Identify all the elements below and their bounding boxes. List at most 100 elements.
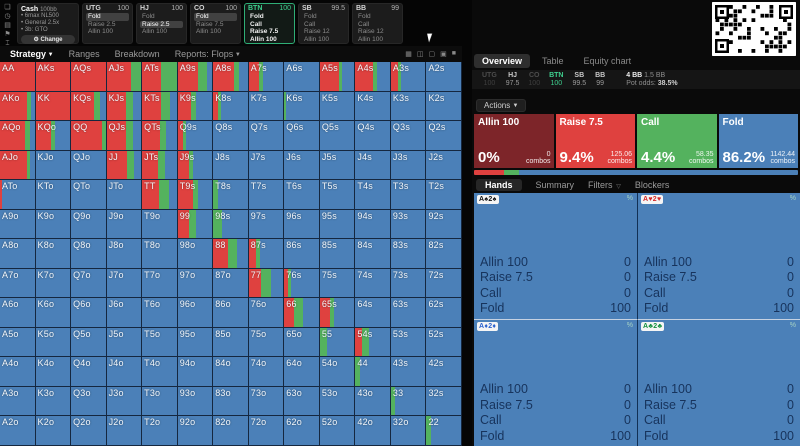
grid-cell-77[interactable]: 77 [248,268,285,299]
grid-cell-A2o[interactable]: A2o [0,416,36,446]
grid-cell-KK[interactable]: KK [35,91,72,122]
grid-cell-Q8s[interactable]: Q8s [213,121,249,151]
tab-summary[interactable]: Summary [535,180,575,190]
grid-cell-AA[interactable]: AA [0,62,36,92]
position-action-raise-2-5[interactable]: Raise 2.5 [88,20,116,28]
position-action-allin-100[interactable]: Allin 100 [196,28,221,35]
grid-cell-T2s[interactable]: T2s [426,180,462,210]
combo-tile-diamonds[interactable]: A♦2♦% Allin 100 0 Raise 7.5 0 Call 0 Fold 100 [474,319,637,446]
grid-cell-64s[interactable]: 64s [355,298,391,328]
grid-cell-A7o[interactable]: A7o [0,268,36,299]
grid-cell-K8s[interactable]: K8s [213,91,249,122]
grid-cell-74s[interactable]: 74s [355,268,391,299]
grid-cell-66[interactable]: 66 [284,298,320,328]
grid-cell-94o[interactable]: 94o [177,357,214,387]
grid-cell-T8o[interactable]: T8o [142,239,178,269]
tab-hands[interactable]: Hands [476,179,522,191]
grid-cell-T4o[interactable]: T4o [142,357,178,387]
position-panel-sb[interactable]: SB 99.5 Fold Call Raise 12 Allin 100 [298,3,349,44]
tab-blockers[interactable]: Blockers [634,180,670,190]
position-action-raise-7-5[interactable]: Raise 7.5 [196,20,224,28]
grid-cell-KTo[interactable]: KTo [35,180,72,210]
grid-cell-Q7s[interactable]: Q7s [248,121,285,151]
grid-cell-53o[interactable]: 53o [319,386,356,417]
grid-cell-73o[interactable]: 73o [248,386,285,417]
grid-cell-K6o[interactable]: K6o [35,298,72,328]
grid-cell-K8o[interactable]: K8o [35,239,72,269]
grid-cell-82s[interactable]: 82s [426,239,462,269]
toolbar-item-ranges[interactable]: Ranges [68,49,100,59]
grid-cell-55[interactable]: 55 [319,327,356,358]
grid-cell-72o[interactable]: 72o [248,416,285,446]
grid-cell-84o[interactable]: 84o [213,357,249,387]
grid-cell-K9s[interactable]: K9s [177,91,214,122]
toolbar-item-breakdown[interactable]: Breakdown [114,49,160,59]
grid-cell-T5s[interactable]: T5s [319,180,356,210]
grid-cell-83s[interactable]: 83s [390,239,427,269]
grid-cell-Q5o[interactable]: Q5o [71,327,107,358]
grid-cell-54s[interactable]: 54s [355,327,391,358]
grid-cell-74o[interactable]: 74o [248,357,285,387]
grid-cell-85s[interactable]: 85s [319,239,356,269]
grid-cell-K3s[interactable]: K3s [390,91,427,122]
position-action-fold[interactable]: Fold [250,13,264,20]
grid-cell-95s[interactable]: 95s [319,209,356,240]
grid-cell-88[interactable]: 88 [213,239,249,269]
grid-cell-TT[interactable]: TT [142,180,178,210]
grid-cell-92s[interactable]: 92s [426,209,462,240]
grid-cell-32s[interactable]: 32s [426,386,462,417]
grid-cell-43s[interactable]: 43s [390,357,427,387]
grid-cell-J4s[interactable]: J4s [355,150,391,181]
grid-cell-A3s[interactable]: A3s [390,62,427,92]
grid-cell-Q3o[interactable]: Q3o [71,386,107,417]
grid-cell-52s[interactable]: 52s [426,327,462,358]
bookmark-icon[interactable]: ❏ [4,4,11,11]
grid-cell-75s[interactable]: 75s [319,268,356,299]
grid-cell-A5o[interactable]: A5o [0,327,36,358]
grid-cell-Q6o[interactable]: Q6o [71,298,107,328]
grid-cell-62s[interactable]: 62s [426,298,462,328]
grid-cell-J2s[interactable]: J2s [426,150,462,181]
combo-tile-clubs[interactable]: A♣2♣% Allin 100 0 Raise 7.5 0 Call 0 Fold 100 [637,319,800,446]
grid-cell-52o[interactable]: 52o [319,416,356,446]
grid-cell-99[interactable]: 99 [177,209,214,240]
save-icon[interactable]: ▤ [4,22,11,29]
grid-cell-AJs[interactable]: AJs [106,62,143,92]
grid-cell-A4o[interactable]: A4o [0,357,36,387]
grid-cell-Q7o[interactable]: Q7o [71,268,107,299]
grid-cell-64o[interactable]: 64o [284,357,320,387]
grid-cell-97s[interactable]: 97s [248,209,285,240]
grid-cell-T7s[interactable]: T7s [248,180,285,210]
grid-cell-97o[interactable]: 97o [177,268,214,299]
grid-cell-76s[interactable]: 76s [284,268,320,299]
grid-cell-43o[interactable]: 43o [355,386,391,417]
grid-cell-K9o[interactable]: K9o [35,209,72,240]
grid-cell-83o[interactable]: 83o [213,386,249,417]
toolbar-item-reports-flops[interactable]: Reports: Flops ▼ [174,49,241,59]
grid-cell-22[interactable]: 22 [426,416,462,446]
position-action-allin-100[interactable]: Allin 100 [88,28,113,35]
grid-cell-Q3s[interactable]: Q3s [390,121,427,151]
grid-cell-Q4s[interactable]: Q4s [355,121,391,151]
grid-cell-T7o[interactable]: T7o [142,268,178,299]
grid-cell-42s[interactable]: 42s [426,357,462,387]
grid-cell-63s[interactable]: 63s [390,298,427,328]
position-action-allin-100[interactable]: Allin 100 [358,35,383,43]
change-button[interactable]: ⚙ Change [21,35,75,44]
grid-cell-84s[interactable]: 84s [355,239,391,269]
grid-cell-ATs[interactable]: ATs [142,62,178,92]
grid-cell-J5o[interactable]: J5o [106,327,143,358]
grid-cell-65o[interactable]: 65o [284,327,320,358]
grid-cell-73s[interactable]: 73s [390,268,427,299]
tab-equity-chart[interactable]: Equity chart [583,56,632,66]
grid-cell-K2s[interactable]: K2s [426,91,462,122]
grid-view-icon[interactable]: ▣ [440,51,447,58]
grid-cell-ATo[interactable]: ATo [0,180,36,210]
grid-cell-QQ[interactable]: QQ [71,121,107,151]
grid-cell-85o[interactable]: 85o [213,327,249,358]
position-action-fold[interactable]: Fold [194,13,237,21]
grid-cell-53s[interactable]: 53s [390,327,427,358]
grid-cell-98o[interactable]: 98o [177,239,214,269]
grid-cell-72s[interactable]: 72s [426,268,462,299]
grid-cell-63o[interactable]: 63o [284,386,320,417]
